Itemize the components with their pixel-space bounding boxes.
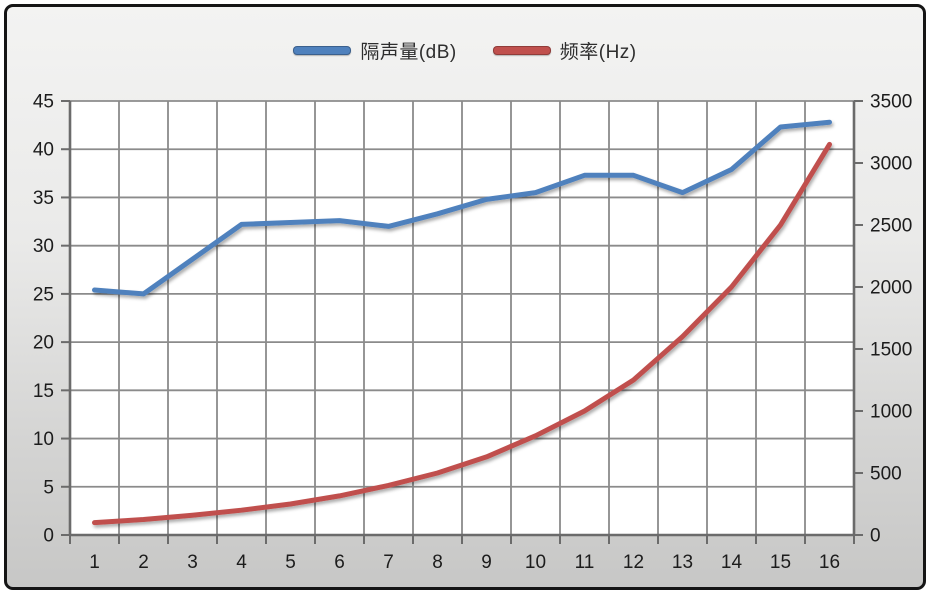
y-axis-right-label: 1500 xyxy=(870,340,912,361)
x-axis-label: 1 xyxy=(89,552,100,573)
x-axis-label: 15 xyxy=(770,552,791,573)
y-axis-left-label: 30 xyxy=(33,236,54,257)
x-axis-label: 11 xyxy=(575,552,595,573)
series-line-sound-insulation xyxy=(92,119,832,297)
y-axis-right-label: 2000 xyxy=(870,278,912,299)
y-axis-left-label: 10 xyxy=(33,429,54,450)
x-axis-label: 8 xyxy=(432,552,443,573)
y-axis-left-label: 20 xyxy=(33,333,54,354)
y-axis-left-label: 5 xyxy=(43,477,54,498)
y-axis-right-label: 0 xyxy=(870,526,881,547)
chart-legend: 隔声量(dB) 频率(Hz) xyxy=(7,37,923,64)
y-axis-right-label: 1000 xyxy=(870,402,912,423)
x-axis-label: 3 xyxy=(187,552,198,573)
y-axis-left-label: 40 xyxy=(33,140,54,161)
x-axis-label: 14 xyxy=(721,552,743,573)
x-axis-label: 4 xyxy=(236,552,247,573)
y-axis-left-label: 35 xyxy=(33,188,54,209)
x-axis-label: 10 xyxy=(525,552,546,573)
x-axis-label: 6 xyxy=(334,552,345,573)
legend-label-frequency: 频率(Hz) xyxy=(559,42,637,63)
y-axis-right-label: 3500 xyxy=(870,92,912,113)
x-axis-label: 5 xyxy=(285,552,296,573)
line-chart: 0510152025303540450500100015002000250030… xyxy=(33,92,912,574)
legend-item-sound-insulation: 隔声量(dB) xyxy=(293,37,456,64)
y-axis-right-label: 3000 xyxy=(870,154,912,175)
y-axis-right-label: 2500 xyxy=(870,216,912,237)
series-line-frequency xyxy=(92,141,832,526)
y-axis-right-label: 500 xyxy=(870,464,902,485)
legend-item-frequency: 频率(Hz) xyxy=(492,37,637,64)
x-axis-label: 16 xyxy=(819,552,840,573)
x-axis-label: 12 xyxy=(623,552,644,573)
y-axis-left-label: 15 xyxy=(33,381,54,402)
legend-swatch-blue xyxy=(293,46,352,55)
x-axis-label: 7 xyxy=(383,552,394,573)
y-axis-left-label: 45 xyxy=(33,92,54,113)
chart-frame: 隔声量(dB) 频率(Hz) 0 5 10 15 20 25 30 35 40 45 0 500 100… xyxy=(4,4,926,590)
y-axis-left-label: 0 xyxy=(43,526,54,547)
y-axis-left-label: 25 xyxy=(33,284,54,305)
legend-label-sound-insulation: 隔声量(dB) xyxy=(360,42,457,63)
x-axis-label: 13 xyxy=(672,552,693,573)
x-axis-label: 9 xyxy=(481,552,492,573)
x-axis-label: 2 xyxy=(138,552,149,573)
legend-swatch-red xyxy=(492,46,551,55)
